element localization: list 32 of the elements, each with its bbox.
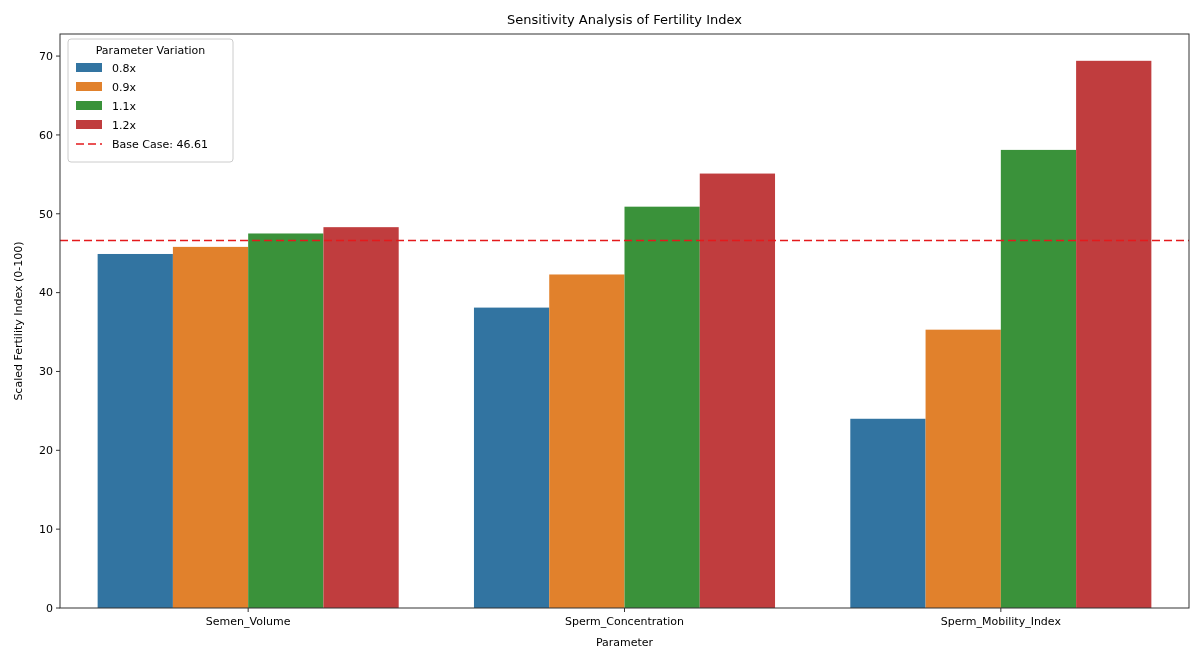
bar	[323, 227, 399, 608]
bar	[549, 274, 625, 608]
bar	[850, 418, 926, 608]
legend-label: 0.8x	[112, 61, 137, 75]
bar	[97, 253, 173, 608]
legend-label: 0.9x	[112, 80, 137, 94]
bar	[172, 246, 249, 608]
bar	[1076, 60, 1152, 608]
bar	[473, 307, 550, 608]
bar	[1000, 149, 1077, 608]
bar	[699, 173, 776, 608]
y-tick-label: 40	[39, 286, 53, 300]
legend-label: Base Case: 46.61	[112, 137, 208, 151]
x-tick-label: Sperm_Concentration	[564, 615, 685, 628]
y-tick-label: 30	[39, 365, 53, 379]
y-tick-label: 70	[39, 49, 53, 63]
chart-title: Sensitivity Analysis of Fertility Index	[507, 12, 743, 27]
x-tick-label: Semen_Volume	[205, 615, 291, 628]
x-axis-title: Parameter	[595, 636, 654, 649]
x-tick-label: Sperm_Mobility_Index	[940, 615, 1062, 628]
y-tick-label: 0	[46, 601, 53, 615]
bar	[925, 329, 1001, 608]
y-axis-title: Scaled Fertility Index (0-100)	[12, 241, 25, 401]
y-tick-label: 20	[39, 444, 53, 458]
y-tick-label: 10	[39, 523, 53, 536]
bar	[248, 233, 324, 608]
y-tick-label: 60	[39, 128, 53, 142]
legend-label: 1.2x	[112, 118, 137, 132]
legend-label: 1.1x	[112, 99, 137, 113]
legend-title: Parameter Variation	[95, 44, 206, 57]
y-tick-label: 50	[39, 207, 53, 221]
bar	[624, 206, 700, 608]
